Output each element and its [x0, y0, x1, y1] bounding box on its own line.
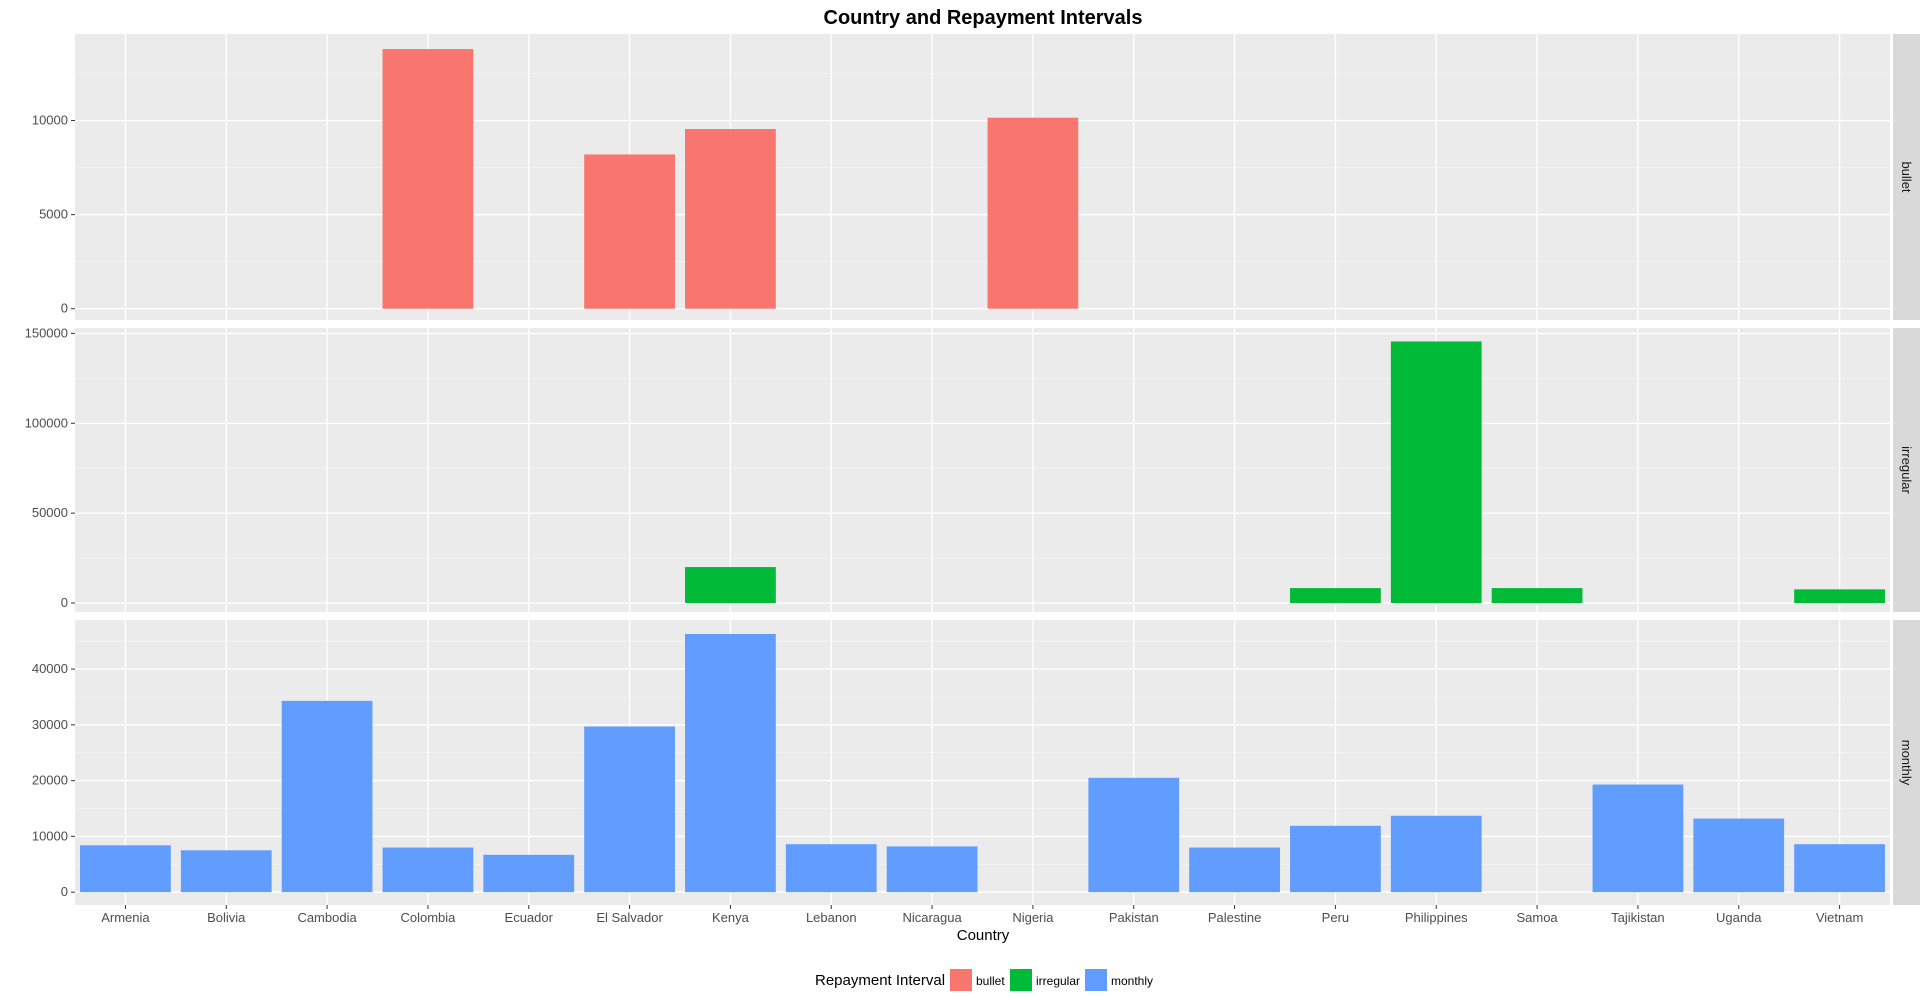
bar-monthly-cambodia [281, 700, 373, 893]
x-tick-label: Kenya [712, 910, 750, 925]
bar-bullet-kenya [685, 129, 776, 309]
bar-monthly-nicaragua [886, 846, 978, 893]
y-tick-label: 30000 [32, 717, 68, 732]
bar-irregular-vietnam [1794, 589, 1885, 604]
y-tick-label: 0 [61, 595, 68, 610]
y-tick-label: 100000 [25, 415, 68, 430]
facet-strip-label: monthly [1899, 740, 1914, 786]
bar-monthly-armenia [80, 845, 171, 893]
x-axis: Armenia Bolivia Cambodia Colombia Ecuador El … [101, 905, 1863, 925]
legend-label-monthly: monthly [1111, 974, 1153, 988]
legend-key-irregular [1010, 969, 1032, 991]
x-tick-label: Samoa [1516, 910, 1558, 925]
bar-monthly-lebanon [785, 844, 877, 893]
y-tick-label: 150000 [25, 325, 68, 340]
bar-irregular-samoa [1491, 588, 1583, 604]
legend-key-monthly [1085, 969, 1107, 991]
facet-panels: 0500010000bullet050000100000150000irregu… [25, 34, 1920, 905]
facet-strip [1893, 328, 1920, 612]
y-tick-label: 20000 [32, 773, 68, 788]
bar-monthly-peru [1290, 825, 1381, 893]
x-tick-label: Peru [1322, 910, 1349, 925]
bar-monthly-philippines [1390, 815, 1482, 893]
bar-monthly-ecuador [483, 854, 575, 893]
y-tick-label: 10000 [32, 828, 68, 843]
x-tick-label: Nicaragua [902, 910, 962, 925]
y-tick-label: 10000 [32, 113, 68, 128]
bar-irregular-kenya [685, 567, 776, 604]
x-axis-title: Country [957, 927, 1010, 944]
panel-background [75, 34, 1890, 320]
x-tick-label: Palestine [1208, 910, 1261, 925]
x-tick-label: Armenia [101, 910, 150, 925]
x-tick-label: Cambodia [297, 910, 357, 925]
facet-irregular: 0 50000 100000 150000 irregular [25, 325, 1920, 612]
legend: Repayment Interval bullet irregular monthl… [815, 969, 1153, 991]
bar-irregular-philippines [1390, 341, 1482, 604]
y-tick-label: 40000 [32, 661, 68, 676]
x-tick-label: Philippines [1405, 910, 1468, 925]
bar-monthly-bolivia [180, 850, 272, 893]
x-tick-label: Pakistan [1109, 910, 1159, 925]
bar-bullet-nigeria [987, 117, 1079, 309]
bar-monthly-palestine [1189, 847, 1280, 893]
y-tick-label: 0 [61, 301, 68, 316]
bar-bullet-el-salvador [584, 154, 675, 309]
x-tick-label: El Salvador [596, 910, 663, 925]
bar-monthly-pakistan [1088, 777, 1180, 893]
x-tick-label: Lebanon [806, 910, 857, 925]
bar-monthly-colombia [382, 847, 474, 893]
facet-strip-label: bullet [1899, 161, 1914, 192]
y-tick-label: 0 [61, 884, 68, 899]
legend-label-irregular: irregular [1036, 974, 1080, 988]
x-tick-label: Bolivia [207, 910, 246, 925]
bar-monthly-vietnam [1794, 844, 1885, 893]
bar-irregular-peru [1290, 588, 1381, 604]
legend-key-bullet [950, 969, 972, 991]
x-tick-label: Vietnam [1816, 910, 1863, 925]
y-tick-label: 50000 [32, 505, 68, 520]
x-tick-label: Tajikistan [1611, 910, 1664, 925]
bar-monthly-el-salvador [584, 726, 675, 893]
facet-strip-label: irregular [1899, 446, 1914, 494]
x-tick-label: Colombia [400, 910, 456, 925]
facet-monthly: 0 10000 20000 30000 40000 monthly [32, 620, 1920, 905]
legend-label-bullet: bullet [976, 974, 1005, 988]
bar-bullet-colombia [382, 49, 474, 309]
legend-title: Repayment Interval [815, 972, 945, 989]
chart-title: Country and Repayment Intervals [824, 7, 1143, 29]
bar-monthly-kenya [685, 633, 776, 893]
bar-monthly-tajikistan [1592, 784, 1684, 893]
x-tick-label: Nigeria [1012, 910, 1054, 925]
x-tick-label: Uganda [1716, 910, 1762, 925]
facet-strip [1893, 620, 1920, 905]
facet-strip [1893, 34, 1920, 320]
panel-background [75, 328, 1890, 612]
facet-bullet: 0 5000 10000 bullet [32, 34, 1920, 320]
x-tick-label: Ecuador [505, 910, 554, 925]
y-tick-label: 5000 [39, 207, 68, 222]
bar-monthly-uganda [1693, 818, 1785, 893]
panel-background [75, 620, 1890, 905]
